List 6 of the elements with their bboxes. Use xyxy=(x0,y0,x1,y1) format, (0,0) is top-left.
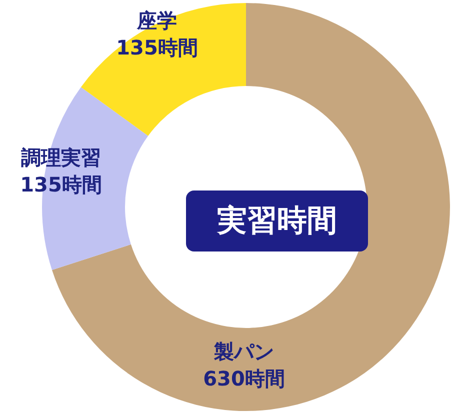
data-label: 135時間 xyxy=(116,36,198,60)
data-label: 630時間 xyxy=(203,366,285,390)
text: 実習時間 xyxy=(216,204,337,238)
data-label: 135時間 xyxy=(20,172,102,196)
slice-label: 調理実習 xyxy=(21,146,101,170)
slice-label: 製パン xyxy=(213,340,274,364)
